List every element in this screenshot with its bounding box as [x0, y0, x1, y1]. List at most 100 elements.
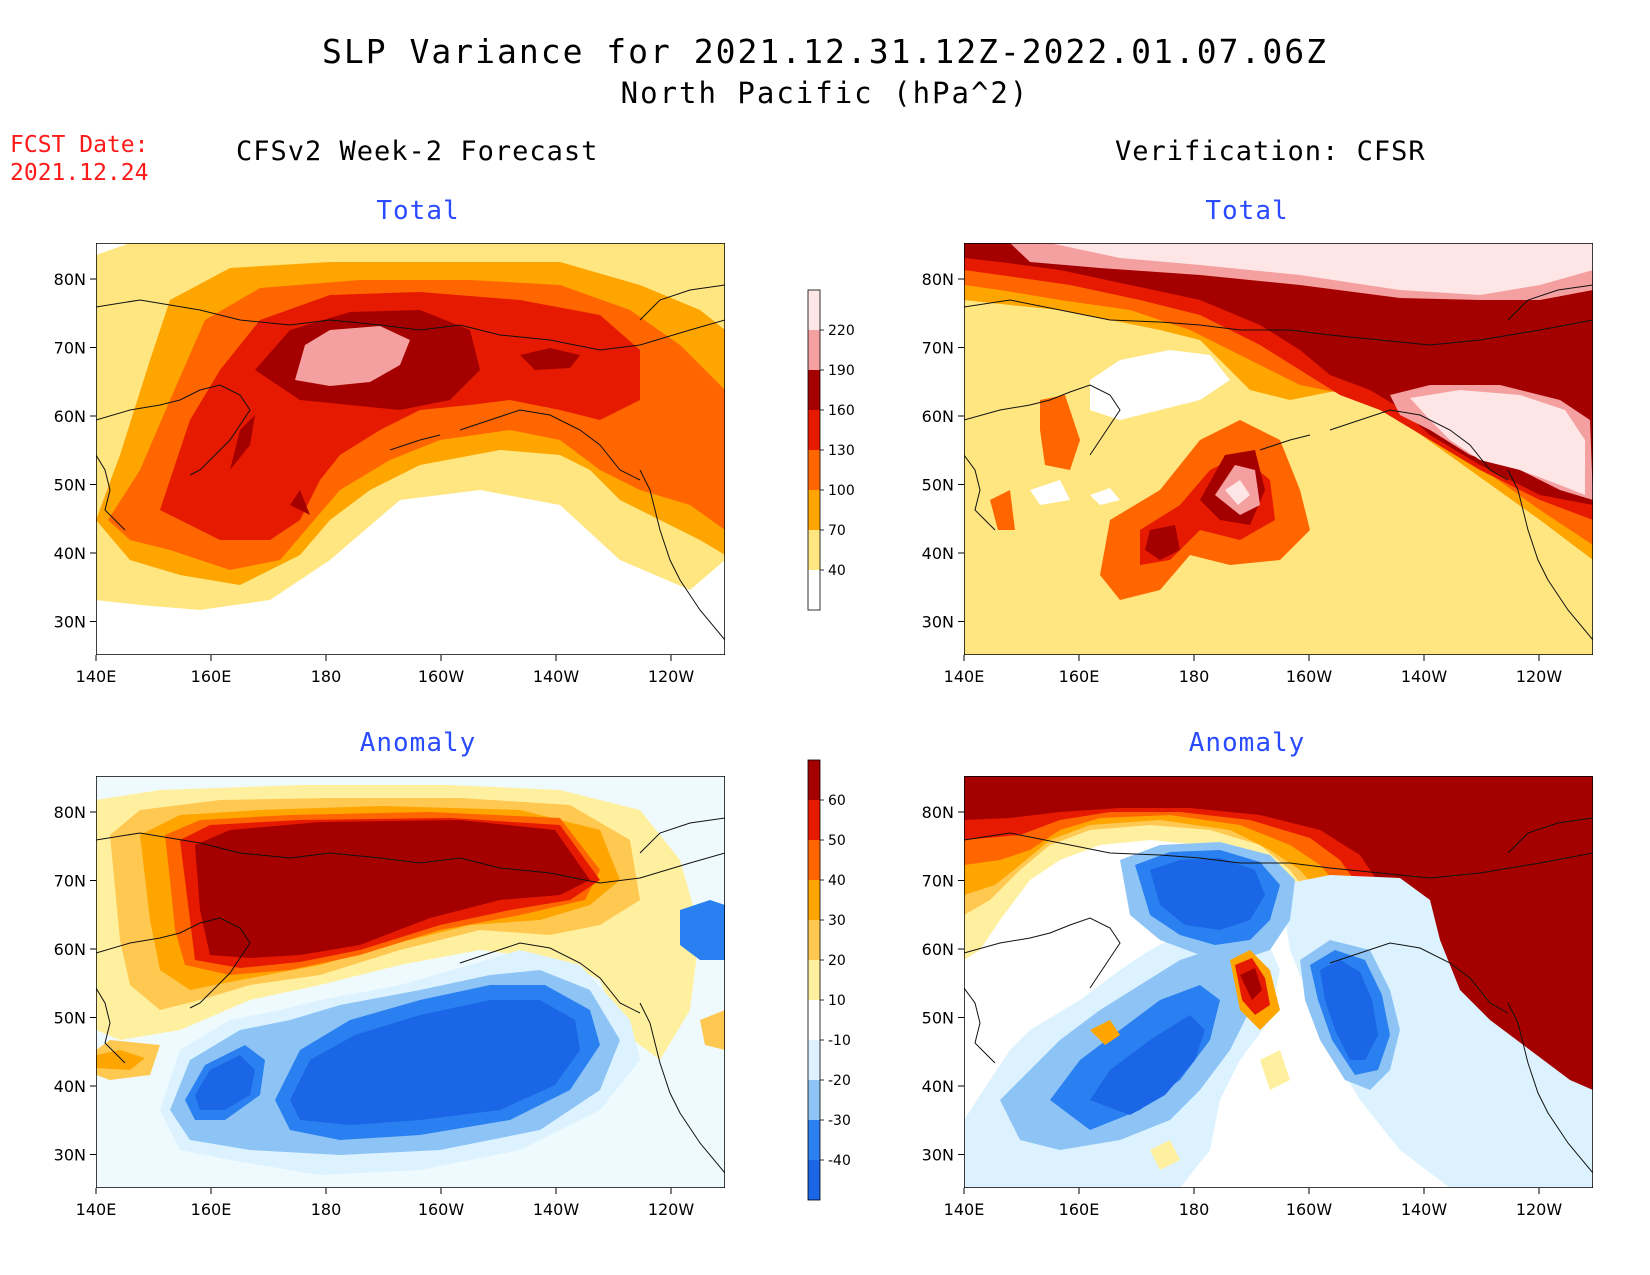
total-colorbar: 40 70 100 130 160 190 220	[807, 289, 855, 611]
lon-tick-label: 180	[1179, 1200, 1210, 1219]
lon-tick-label: 180	[311, 667, 342, 686]
anomaly-colorbar-swatch	[808, 880, 820, 920]
lon-tick-label: 160W	[1286, 1200, 1333, 1219]
lon-tick-label: 160W	[418, 667, 465, 686]
lon-tick-label: 160E	[1059, 1200, 1100, 1219]
anomaly-colorbar-label: 20	[828, 953, 846, 969]
lon-tick-label: 160W	[1286, 667, 1333, 686]
lon-tick-label: 140E	[76, 667, 117, 686]
lat-tick-label: 50N	[922, 476, 954, 495]
lon-tick-label: 140E	[944, 1200, 985, 1219]
lat-tick-label: 40N	[54, 544, 86, 563]
total-colorbar-label: 70	[828, 523, 846, 539]
lat-tick-label: 30N	[54, 1146, 86, 1165]
lon-tick-label: 120W	[1516, 667, 1563, 686]
anomaly-colorbar-swatch	[808, 760, 820, 800]
lat-tick-label: 60N	[54, 940, 86, 959]
total-colorbar-swatch	[808, 450, 820, 490]
total-colorbar-label: 130	[828, 443, 855, 459]
lon-tick-label: 140W	[1401, 667, 1448, 686]
anomaly-colorbar-swatch	[808, 920, 820, 960]
forecast-column-heading: CFSv2 Week-2 Forecast	[236, 136, 599, 167]
lon-tick-label: 140W	[533, 667, 580, 686]
anomaly-colorbar-swatch	[808, 840, 820, 880]
anomaly-colorbar-frame	[807, 759, 821, 1201]
fcst-anomaly-subtitle: Anomaly	[359, 728, 477, 758]
anomaly-colorbar-swatch	[808, 1000, 820, 1040]
anomaly-colorbar-swatch	[808, 960, 820, 1000]
lat-tick-label: 80N	[54, 803, 86, 822]
anomaly-colorbar-label: -10	[828, 1033, 851, 1049]
anomaly-colorbar-label: 60	[828, 793, 846, 809]
total-colorbar-swatch	[808, 490, 820, 530]
anomaly-colorbar-label: -30	[828, 1113, 851, 1129]
anomaly-colorbar-label: -20	[828, 1073, 851, 1089]
lat-tick-label: 70N	[54, 872, 86, 891]
lon-tick-label: 140E	[944, 667, 985, 686]
verif-anomaly-map	[964, 776, 1593, 1188]
figure-subtitle: North Pacific (hPa^2)	[620, 76, 1030, 110]
anomaly-colorbar-label: 40	[828, 873, 846, 889]
forecast-date-label: FCST Date:	[10, 132, 149, 158]
total-colorbar-swatch	[808, 330, 820, 370]
total-colorbar-swatch	[808, 290, 820, 330]
total-colorbar-swatch	[808, 530, 820, 570]
lat-tick-label: 40N	[922, 544, 954, 563]
lon-tick-label: 160E	[191, 1200, 232, 1219]
verification-column-heading: Verification: CFSR	[1115, 136, 1426, 167]
fcst-total-subtitle: Total	[376, 196, 460, 226]
verif-total-map	[964, 243, 1593, 655]
anomaly-colorbar: -40 -30 -20 -10 10 20 30 40 50 60	[807, 759, 851, 1201]
total-colorbar-label: 40	[828, 563, 846, 579]
lat-tick-label: 50N	[922, 1009, 954, 1028]
lat-tick-label: 50N	[54, 1009, 86, 1028]
lon-tick-label: 160W	[418, 1200, 465, 1219]
lon-tick-label: 160E	[191, 667, 232, 686]
anomaly-colorbar-label: 30	[828, 913, 846, 929]
total-colorbar-swatch	[808, 370, 820, 410]
lon-tick-label: 140W	[533, 1200, 580, 1219]
total-colorbar-label: 100	[828, 483, 855, 499]
verif-anomaly-subtitle: Anomaly	[1188, 728, 1306, 758]
lat-tick-label: 60N	[922, 940, 954, 959]
forecast-date-value: 2021.12.24	[10, 160, 149, 186]
total-colorbar-swatch	[808, 570, 820, 610]
lon-tick-label: 140W	[1401, 1200, 1448, 1219]
figure-title: SLP Variance for 2021.12.31.12Z-2022.01.…	[322, 32, 1328, 71]
lon-tick-label: 180	[311, 1200, 342, 1219]
lat-tick-label: 60N	[922, 407, 954, 426]
fcst-anomaly-map	[96, 776, 725, 1188]
lat-tick-label: 70N	[54, 339, 86, 358]
total-colorbar-swatch	[808, 410, 820, 450]
anomaly-colorbar-swatch	[808, 1160, 820, 1200]
anomaly-colorbar-label: 10	[828, 993, 846, 1009]
lat-tick-label: 40N	[922, 1077, 954, 1096]
total-colorbar-label: 220	[828, 323, 855, 339]
lon-tick-label: 140E	[76, 1200, 117, 1219]
anomaly-colorbar-label: -40	[828, 1153, 851, 1169]
fcst-total-map	[96, 243, 725, 655]
map-axes: 140E 160E 180 160W 140W 120W 80N 70N 60N 50N 40N 30…	[54, 270, 1563, 1219]
lat-tick-label: 50N	[54, 476, 86, 495]
lat-tick-label: 30N	[922, 613, 954, 632]
lat-tick-label: 80N	[922, 270, 954, 289]
lat-tick-label: 70N	[922, 339, 954, 358]
lon-tick-label: 120W	[648, 667, 695, 686]
coastlines	[96, 284, 1593, 1174]
anomaly-colorbar-swatch	[808, 800, 820, 840]
lat-tick-label: 70N	[922, 872, 954, 891]
lon-tick-label: 120W	[648, 1200, 695, 1219]
lon-tick-label: 120W	[1516, 1200, 1563, 1219]
lat-tick-label: 30N	[54, 613, 86, 632]
lat-tick-label: 60N	[54, 407, 86, 426]
lat-tick-label: 80N	[54, 270, 86, 289]
lat-tick-label: 30N	[922, 1146, 954, 1165]
total-colorbar-label: 190	[828, 363, 855, 379]
anomaly-colorbar-label: 50	[828, 833, 846, 849]
lon-tick-label: 160E	[1059, 667, 1100, 686]
total-colorbar-label: 160	[828, 403, 855, 419]
lon-tick-label: 180	[1179, 667, 1210, 686]
anomaly-colorbar-swatch	[808, 1080, 820, 1120]
lat-tick-label: 80N	[922, 803, 954, 822]
